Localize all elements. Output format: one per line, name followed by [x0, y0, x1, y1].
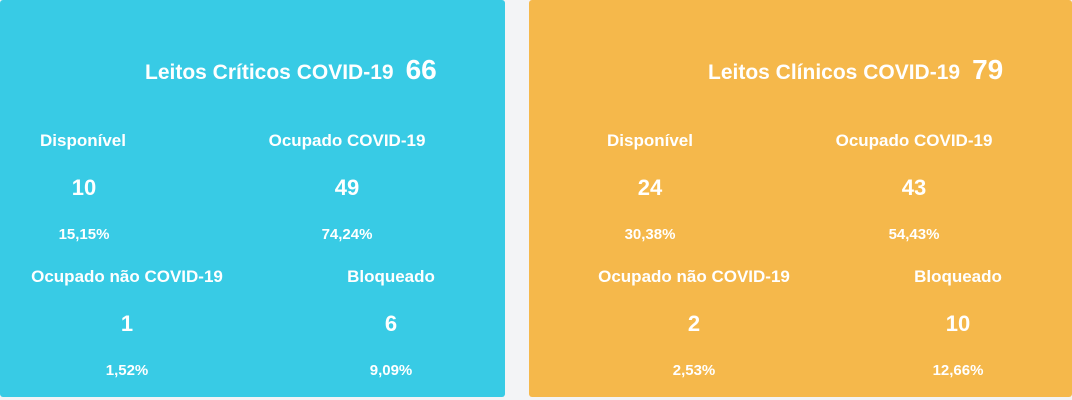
- stat-label-available: Disponível: [607, 131, 693, 150]
- stat-value-blocked: 6: [384, 311, 398, 336]
- stat-label-blocked: Bloqueado: [914, 267, 1002, 286]
- stat-percent-available: 15,15%: [58, 226, 110, 243]
- stat-percent-blocked: 12,66%: [932, 362, 984, 379]
- stat-label-blocked: Bloqueado: [347, 267, 435, 286]
- stat-percent-occupied-non-covid: 1,52%: [105, 362, 149, 379]
- stat-percent-occupied-covid: 74,24%: [321, 226, 373, 243]
- stat-percent-occupied-covid: 54,43%: [888, 226, 940, 243]
- stat-label-occupied-non-covid: Ocupado não COVID-19: [598, 267, 790, 286]
- stat-value-available: 10: [71, 175, 97, 200]
- card-total-count: 66: [405, 54, 437, 85]
- stat-value-occupied-non-covid: 2: [687, 311, 701, 336]
- critical-beds-title: Leitos Críticos COVID-19 66: [145, 54, 437, 86]
- stat-label-occupied-non-covid: Ocupado não COVID-19: [31, 267, 223, 286]
- card-total-count: 79: [972, 54, 1004, 85]
- card-title-label: Leitos Clínicos COVID-19: [708, 61, 961, 84]
- stat-label-occupied-covid: Ocupado COVID-19: [835, 131, 993, 150]
- stat-value-occupied-non-covid: 1: [120, 311, 134, 336]
- critical-beds-card: Leitos Críticos COVID-19 66 Disponível 1…: [0, 0, 505, 397]
- clinical-beds-card: Leitos Clínicos COVID-19 79 Disponível 2…: [529, 0, 1072, 397]
- stat-value-blocked: 10: [945, 311, 971, 336]
- stat-percent-available: 30,38%: [624, 226, 676, 243]
- stat-label-occupied-covid: Ocupado COVID-19: [268, 131, 426, 150]
- stat-percent-blocked: 9,09%: [369, 362, 413, 379]
- stat-value-occupied-covid: 49: [334, 175, 360, 200]
- stat-value-available: 24: [637, 175, 663, 200]
- card-title-label: Leitos Críticos COVID-19: [145, 61, 394, 84]
- clinical-beds-title: Leitos Clínicos COVID-19 79: [708, 54, 1003, 86]
- stat-value-occupied-covid: 43: [901, 175, 927, 200]
- stat-label-available: Disponível: [40, 131, 126, 150]
- stat-percent-occupied-non-covid: 2,53%: [672, 362, 716, 379]
